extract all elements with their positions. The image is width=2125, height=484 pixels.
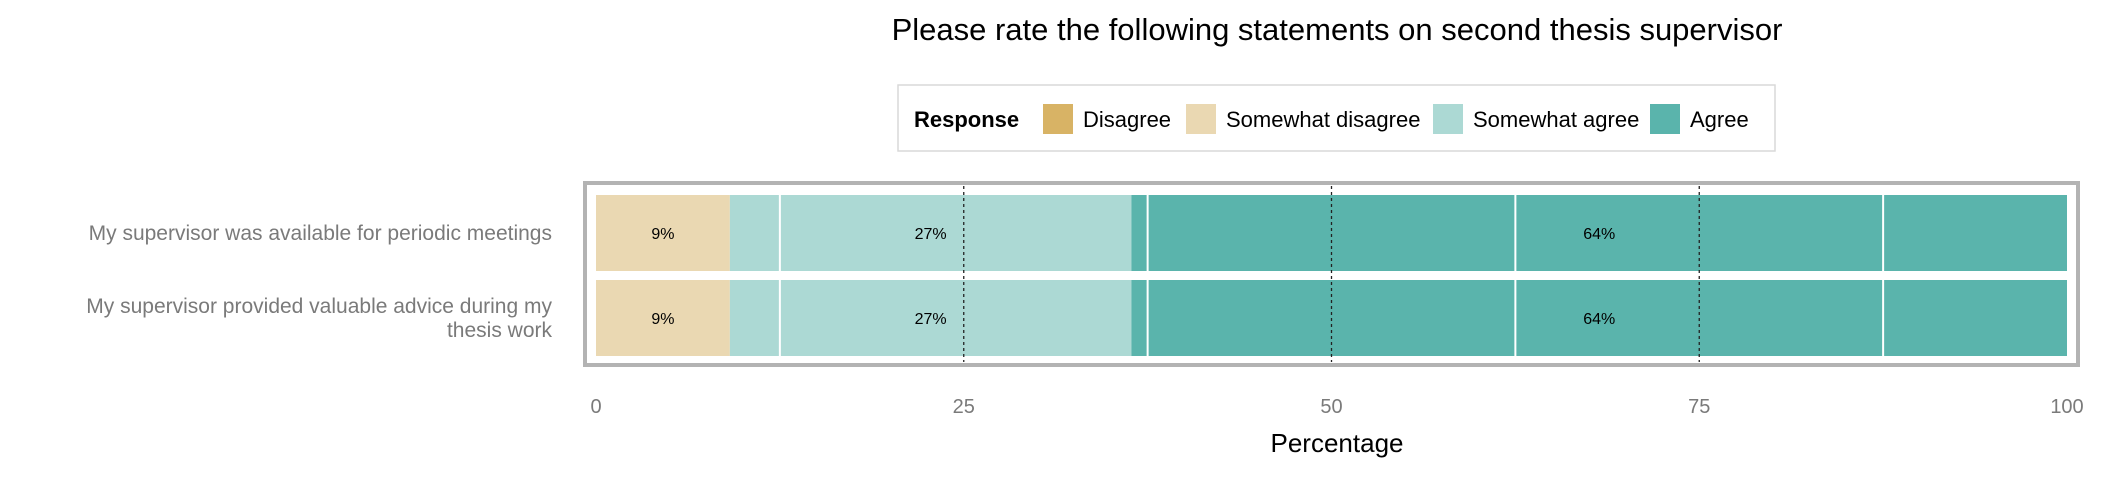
bar-segment (1131, 280, 2067, 356)
legend-item: Disagree (1043, 104, 1171, 134)
legend-label: Agree (1690, 107, 1749, 132)
legend-swatch (1186, 104, 1216, 134)
legend-swatch (1650, 104, 1680, 134)
bar-segment (596, 280, 730, 356)
legend-swatch (1433, 104, 1463, 134)
plot-panel: 9% 27% 64% 9% 27% 64% (583, 181, 2080, 367)
chart-title: Please rate the following statements on … (892, 12, 1783, 47)
legend-label: Somewhat disagree (1226, 107, 1420, 132)
data-label: 9% (651, 226, 674, 243)
x-tick-label: 25 (953, 396, 975, 418)
x-axis: 0 25 50 75 100 (590, 396, 2083, 418)
legend-item: Agree (1650, 104, 1749, 134)
y-axis-label: My supervisor provided valuable advice d… (86, 295, 552, 318)
data-label: 9% (651, 311, 674, 328)
legend-title: Response (914, 107, 1019, 132)
bar-segment (1131, 195, 2067, 271)
legend-item: Somewhat disagree (1186, 104, 1420, 134)
x-tick-label: 0 (590, 396, 601, 418)
data-label: 64% (1583, 311, 1615, 328)
bar-segment (729, 280, 1132, 356)
legend-label: Somewhat agree (1473, 107, 1639, 132)
legend-swatch (1043, 104, 1073, 134)
data-label: 27% (915, 226, 947, 243)
data-label: 27% (915, 311, 947, 328)
bar-segment (596, 195, 730, 271)
legend-item: Somewhat agree (1433, 104, 1639, 134)
bar-segment (729, 195, 1132, 271)
y-axis-label: My supervisor was available for periodic… (89, 222, 552, 245)
data-label: 64% (1583, 226, 1615, 243)
x-tick-label: 100 (2050, 396, 2083, 418)
x-tick-label: 75 (1688, 396, 1710, 418)
legend: Response Disagree Somewhat disagree Somewh… (897, 84, 1776, 152)
x-axis-title: Percentage (1271, 428, 1404, 458)
legend-label: Disagree (1083, 107, 1171, 132)
panel-border (583, 181, 2080, 367)
x-tick-label: 50 (1320, 396, 1342, 418)
y-axis-labels: My supervisor was available for periodic… (86, 222, 552, 342)
y-axis-label: thesis work (447, 319, 553, 342)
